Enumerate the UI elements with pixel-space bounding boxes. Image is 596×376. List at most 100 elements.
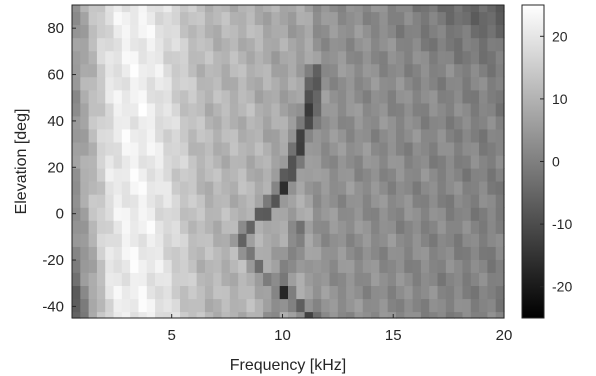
heatmap-cell [329,246,339,260]
heatmap-cell [180,311,189,319]
heatmap-cell [113,76,123,91]
heatmap-cell [288,128,297,143]
heatmap-cell [445,311,455,319]
heatmap-cell [180,259,189,273]
heatmap-cell [121,102,131,117]
heatmap-cell [146,233,156,247]
heatmap-cell [279,11,289,26]
heatmap-cell [246,233,256,247]
heatmap-cell [138,115,148,130]
heatmap-cell [462,180,472,195]
heatmap-cell [396,311,405,319]
heatmap-cell [387,220,397,234]
heatmap-cell [88,167,98,182]
heatmap-cell [462,50,472,65]
heatmap-cell [121,207,131,221]
colorbar-tick-label: -20 [552,279,572,295]
heatmap-cell [238,102,248,117]
heatmap-cell [105,76,115,91]
heatmap-cell [229,155,239,169]
heatmap-cell [379,50,389,65]
heatmap-cell [188,207,198,221]
heatmap-cell [80,63,90,78]
heatmap-cell [254,141,264,156]
heatmap-cell [288,194,297,208]
heatmap-cell [113,89,123,104]
heatmap-cell [204,272,214,287]
heatmap-cell [437,259,447,273]
heatmap-cell [420,246,430,260]
heatmap-cell [171,5,181,13]
heatmap-cell [329,102,339,117]
heatmap-cell [121,63,131,78]
heatmap-cell [479,167,488,182]
heatmap-cell [304,89,314,104]
heatmap-cell [254,128,264,143]
heatmap-cell [437,5,447,13]
heatmap-cell [420,298,430,313]
heatmap-cell [96,207,106,221]
heatmap-cell [180,194,189,208]
heatmap-cell [495,89,505,104]
heatmap-cell [72,11,81,26]
heatmap-cell [362,180,372,195]
heatmap-cell [470,272,480,287]
y-axis-ticks: -40 -20 0 20 40 60 80 [42,20,76,315]
heatmap-cell [163,233,173,247]
heatmap-cell [404,24,414,39]
heatmap-cell [379,259,389,273]
heatmap-cell [246,37,256,52]
heatmap-cell [387,128,397,143]
heatmap-cell [445,128,455,143]
heatmap-cell [113,180,123,195]
heatmap-cell [420,50,430,65]
heatmap-cell [155,246,164,260]
heatmap-cell [312,259,322,273]
heatmap-cell [346,5,356,13]
heatmap-cell [445,24,455,39]
heatmap-cell [271,233,281,247]
heatmap-cell [238,272,248,287]
heatmap-cell [121,180,131,195]
heatmap-cell [404,63,414,78]
heatmap-cell [354,5,364,13]
heatmap-cell [371,141,380,156]
heatmap-cell [296,11,306,26]
heatmap-cell [379,11,389,26]
heatmap-cell [437,102,447,117]
heatmap-cell [312,5,322,13]
heatmap-cell [487,233,497,247]
heatmap-cell [105,311,115,319]
heatmap-cell [462,207,472,221]
heatmap-cell [196,167,206,182]
heatmap-cell [437,180,447,195]
heatmap-cell [454,207,464,221]
heatmap-cell [371,102,380,117]
heatmap-cell [296,194,306,208]
heatmap-cell [213,285,223,300]
heatmap-cell [80,76,90,91]
heatmap-cell [113,233,123,247]
heatmap-cell [445,285,455,300]
heatmap-cell [221,5,231,13]
heatmap-cell [279,298,289,313]
heatmap-cell [329,128,339,143]
heatmap-cell [180,285,189,300]
heatmap-cell [271,167,281,182]
heatmap-cell [146,298,156,313]
heatmap-cell [354,311,364,319]
heatmap-cell [429,89,439,104]
heatmap-cell [288,24,297,39]
heatmap-cell [204,5,214,13]
heatmap-cell [329,272,339,287]
heatmap-cell [213,194,223,208]
heatmap-cell [412,76,422,91]
heatmap-cell [462,63,472,78]
heatmap-cell [454,233,464,247]
heatmap-cell [429,141,439,156]
heatmap-cell [229,141,239,156]
heatmap-cell [146,194,156,208]
heatmap-cell [238,63,248,78]
heatmap-cell [229,167,239,182]
heatmap-cell [138,298,148,313]
